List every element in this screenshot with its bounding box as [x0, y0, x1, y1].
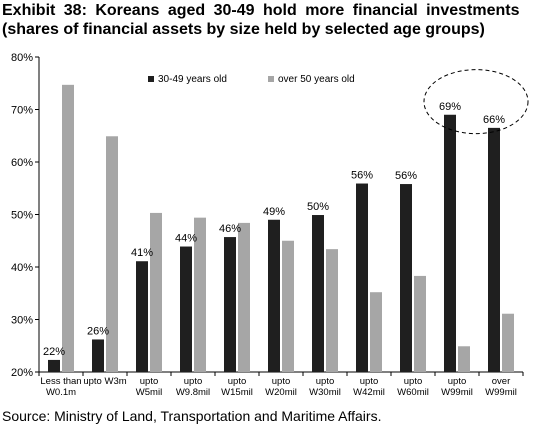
y-tick-label: 50% — [11, 210, 33, 222]
x-tick-label: W20mil — [265, 387, 297, 398]
x-tick-label: upto — [228, 376, 247, 387]
bar-over-50 — [326, 249, 338, 372]
x-tick-label: upto — [360, 376, 379, 387]
x-tick-label: upto — [316, 376, 335, 387]
bar-over-50 — [282, 240, 294, 372]
chart-subtitle: (shares of financial assets by size held… — [2, 21, 485, 38]
x-tick-label: Less than — [40, 376, 81, 387]
data-label: 49% — [263, 206, 285, 218]
bar-30-49 — [356, 183, 368, 372]
x-tick-label: W99mil — [441, 387, 473, 398]
data-label: 41% — [131, 247, 153, 259]
bar-30-49 — [444, 114, 456, 372]
source-note: Source: Ministry of Land, Transportation… — [2, 408, 382, 424]
y-tick-label: 40% — [11, 262, 33, 274]
data-label: 69% — [439, 101, 461, 113]
data-label: 56% — [395, 170, 417, 182]
bar-over-50 — [414, 275, 426, 372]
y-tick-label: 30% — [11, 315, 33, 327]
bar-30-49 — [312, 215, 324, 372]
highlight-circle — [423, 69, 529, 135]
legend-label: over 50 years old — [278, 74, 355, 85]
data-label: 26% — [87, 325, 109, 337]
x-tick-label: upto — [272, 376, 291, 387]
bar-over-50 — [150, 212, 162, 372]
data-label: 22% — [43, 346, 65, 358]
bar-over-50 — [238, 222, 250, 372]
legend-label: 30-49 years old — [158, 74, 227, 85]
y-tick-label: 80% — [11, 52, 33, 64]
x-tick-label: upto W3m — [83, 376, 126, 387]
bar-30-49 — [400, 184, 412, 372]
x-tick-label: W99mil — [485, 387, 517, 398]
x-tick-label: upto — [448, 376, 467, 387]
bar-30-49 — [180, 246, 192, 372]
bar-over-50 — [502, 313, 514, 372]
data-label: 44% — [175, 233, 197, 245]
bar-over-50 — [194, 217, 206, 372]
y-tick-label: 70% — [11, 105, 33, 117]
x-tick-label: over — [492, 376, 510, 387]
bar-30-49 — [48, 359, 60, 372]
legend-swatch — [268, 76, 274, 82]
data-label: 66% — [483, 114, 505, 126]
x-tick-label: W42mil — [353, 387, 385, 398]
chart-title-block: Exhibit 38: Koreans aged 30-49 hold more… — [2, 1, 550, 39]
legend-swatch — [148, 76, 154, 82]
x-tick-label: W9.8mil — [176, 387, 210, 398]
y-tick-label: 60% — [11, 157, 33, 169]
data-label: 56% — [351, 170, 373, 182]
x-tick-label: W15mil — [221, 387, 253, 398]
bar-30-49 — [268, 219, 280, 372]
x-tick-label: upto — [404, 376, 423, 387]
x-tick-label: W5mil — [136, 387, 162, 398]
bar-30-49 — [136, 261, 148, 372]
bar-over-50 — [62, 84, 74, 372]
x-tick-label: W0.1m — [46, 387, 76, 398]
x-tick-label: upto — [140, 376, 159, 387]
x-tick-label: W60mil — [397, 387, 429, 398]
bar-30-49 — [488, 127, 500, 372]
x-tick-label: W30mil — [309, 387, 341, 398]
bar-over-50 — [458, 346, 470, 372]
bar-30-49 — [224, 237, 236, 372]
data-label: 46% — [219, 223, 241, 235]
y-tick-label: 20% — [11, 367, 33, 379]
data-label: 50% — [307, 201, 329, 213]
chart-title: Exhibit 38: Koreans aged 30-49 hold more… — [2, 2, 520, 19]
bar-over-50 — [370, 292, 382, 372]
x-tick-label: upto — [184, 376, 203, 387]
bar-over-50 — [106, 136, 118, 372]
bar-30-49 — [92, 339, 104, 372]
